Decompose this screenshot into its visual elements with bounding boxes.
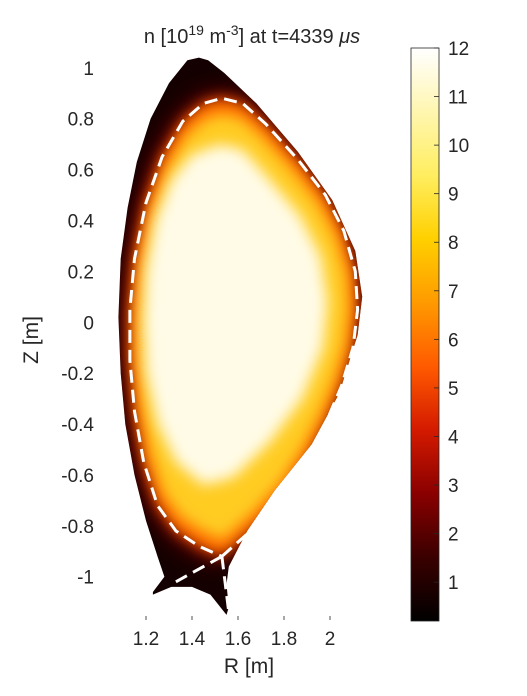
separatrix-leg-2 <box>175 555 223 584</box>
y-tick-label: 0.4 <box>68 211 95 232</box>
y-tick-label: -0.2 <box>61 364 94 385</box>
colorbar-tick-label: 6 <box>448 330 459 351</box>
y-axis: 1 0.8 0.6 0.4 0.2 0 -0.2 -0.4 -0.6 -0.8 -1 <box>61 59 94 589</box>
colorbar-tick-label: 10 <box>448 136 469 157</box>
y-tick-label: -0.6 <box>61 466 94 487</box>
colorbar-tick-label: 4 <box>448 427 459 448</box>
x-axis-label: R [m] <box>224 655 274 678</box>
y-axis-label: Z [m] <box>20 316 43 364</box>
separatrix-line <box>128 96 360 558</box>
y-tick-label: 0.2 <box>68 262 94 283</box>
y-tick-label: 0.6 <box>68 161 94 182</box>
x-tick-label: 1.2 <box>133 629 159 650</box>
y-tick-label: 0.8 <box>68 110 94 131</box>
colorbar-tick-label: 11 <box>448 88 468 109</box>
colorbar-tick-label: 1 <box>448 573 459 594</box>
chart-title: n [1019 m-3] at t=4339 μs <box>144 22 360 48</box>
separatrix-legs <box>175 555 231 613</box>
colorbar-tick-label: 7 <box>448 282 459 303</box>
colorbar-tick-label: 8 <box>448 233 459 254</box>
core-region-fill <box>143 144 328 486</box>
colorbar-tick-label: 5 <box>448 379 459 400</box>
x-tick-label: 1.8 <box>271 629 297 650</box>
plot-area <box>118 57 363 615</box>
x-tick-label: 1.6 <box>225 629 251 650</box>
colorbar <box>410 47 440 622</box>
x-tick-label: 2 <box>325 629 336 650</box>
y-tick-label: -0.8 <box>61 517 94 538</box>
y-tick-label: 0 <box>83 313 94 334</box>
separatrix-leg-1 <box>220 556 231 613</box>
colorbar-tick-label: 9 <box>448 185 459 206</box>
y-tick-label: 1 <box>83 59 94 80</box>
x-tick-label: 1.4 <box>179 629 206 650</box>
colorbar-tick-label: 2 <box>448 525 459 546</box>
colorbar-tick-label: 3 <box>448 476 459 497</box>
y-tick-label: -1 <box>77 568 94 589</box>
colorbar-tick-label: 12 <box>448 39 469 60</box>
x-axis: 1.2 1.4 1.6 1.8 2 <box>133 616 336 650</box>
y-tick-label: -0.4 <box>61 415 94 436</box>
